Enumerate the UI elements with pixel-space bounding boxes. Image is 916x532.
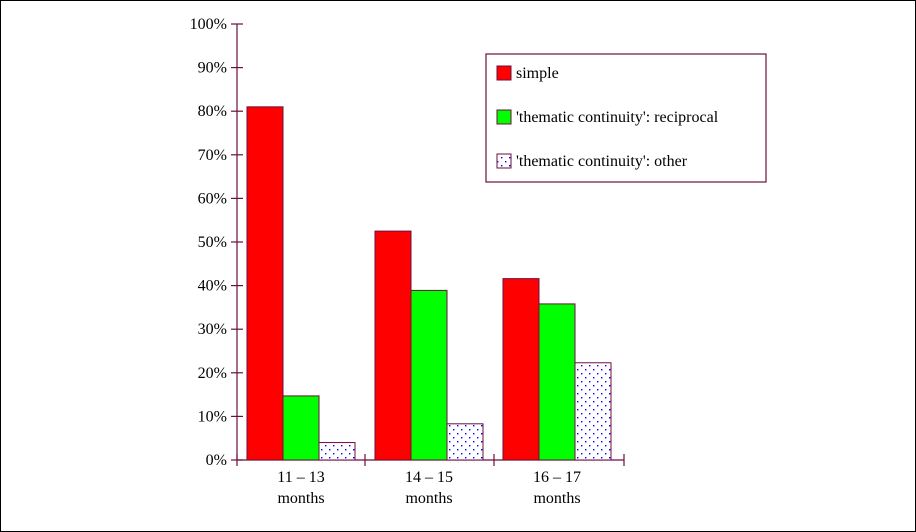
bar-2-2	[410, 289, 448, 461]
bar-2-1	[282, 395, 320, 461]
x-category-label: 16 – 17	[533, 469, 581, 486]
y-tick-label: 50%	[198, 234, 227, 251]
y-tick-label: 0%	[206, 452, 227, 469]
y-tick-label: 100%	[190, 16, 227, 33]
x-category-labels: 11 – 13 months 14 – 15 months 16 – 17 months	[277, 469, 581, 507]
bars	[246, 106, 612, 461]
y-tick-label: 90%	[198, 60, 227, 77]
x-category-label: months	[405, 490, 452, 507]
bar-chart: 0% 10% 20% 30% 40% 50% 60% 70% 80% 90% 100% 11 – 1…	[190, 16, 767, 507]
bar-1-2	[374, 230, 412, 461]
y-tick-label: 80%	[198, 103, 227, 120]
legend-swatch	[496, 65, 512, 81]
legend-swatch	[496, 109, 512, 125]
legend-label: 'thematic continuity': reciprocal	[516, 109, 719, 126]
y-tick-label: 60%	[198, 190, 227, 207]
legend-label: 'thematic continuity': other	[516, 153, 688, 170]
bar-3-3	[574, 362, 612, 461]
bar-3-1	[318, 442, 356, 461]
bar-3-2	[446, 423, 484, 461]
x-category-label: months	[533, 490, 580, 507]
y-tick-label: 40%	[198, 278, 227, 295]
y-tick-label: 30%	[198, 321, 227, 338]
x-category-label: 11 – 13	[277, 469, 324, 486]
bar-1-1	[246, 106, 284, 461]
legend: simple 'thematic continuity': reciprocal '…	[485, 53, 767, 183]
y-tick-label: 10%	[198, 408, 227, 425]
y-tick-labels: 0% 10% 20% 30% 40% 50% 60% 70% 80% 90% 100%	[190, 16, 227, 469]
x-category-label: 14 – 15	[405, 469, 453, 486]
y-tick-label: 20%	[198, 365, 227, 382]
legend-swatch	[496, 153, 512, 169]
bar-2-3	[538, 303, 576, 461]
bar-1-3	[502, 278, 540, 461]
x-category-label: months	[277, 490, 324, 507]
legend-label: simple	[516, 65, 559, 82]
legend-box	[485, 53, 767, 183]
y-tick-label: 70%	[198, 147, 227, 164]
